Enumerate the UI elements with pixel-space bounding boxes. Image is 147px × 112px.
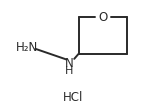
Text: N: N — [65, 56, 74, 69]
Text: H: H — [65, 65, 73, 75]
Text: HCl: HCl — [63, 90, 84, 103]
Text: O: O — [98, 11, 107, 24]
Text: H₂N: H₂N — [16, 41, 38, 54]
